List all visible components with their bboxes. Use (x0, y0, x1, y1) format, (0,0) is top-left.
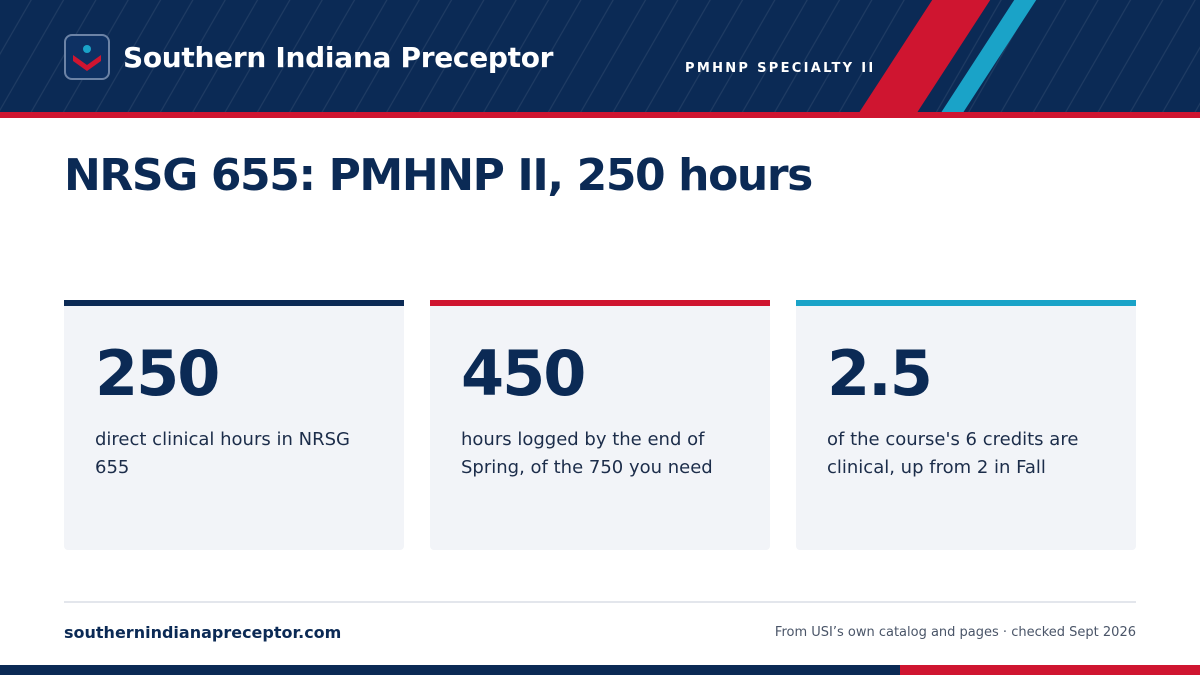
card-accent-bar (64, 300, 404, 306)
header-diagonal-pattern (0, 0, 1200, 112)
header-divider (0, 112, 1200, 118)
source-note: From USI’s own catalog and pages · check… (774, 625, 1136, 640)
stat-value: 2.5 (827, 337, 933, 410)
logo[interactable] (64, 34, 110, 80)
card-accent-bar (796, 300, 1136, 306)
header-banner: Southern Indiana Preceptor PMHNP SPECIAL… (0, 0, 1200, 112)
stat-card-clinical-credits: 2.5 of the course's 6 credits are clinic… (796, 300, 1136, 550)
stat-value: 450 (461, 337, 586, 410)
stat-card-clinical-hours: 250 direct clinical hours in NRSG 655 (64, 300, 404, 550)
stat-card-hours-logged: 450 hours logged by the end of Spring, o… (430, 300, 770, 550)
bottom-red-bar (900, 665, 1200, 675)
page-title: NRSG 655: PMHNP II, 250 hours (64, 150, 813, 201)
card-accent-bar (430, 300, 770, 306)
site-link[interactable]: southernindianapreceptor.com (64, 623, 342, 642)
specialty-label: PMHNP SPECIALTY II (685, 61, 876, 76)
stat-description: hours logged by the end of Spring, of th… (461, 429, 713, 478)
footer-divider (64, 601, 1136, 603)
brand-name[interactable]: Southern Indiana Preceptor (123, 41, 554, 74)
chevron-person-icon (73, 45, 101, 71)
stat-value: 250 (95, 337, 220, 410)
stat-description: direct clinical hours in NRSG 655 (95, 429, 350, 478)
bottom-navy-bar (0, 665, 900, 675)
stat-description: of the course's 6 credits are clinical, … (827, 429, 1079, 478)
